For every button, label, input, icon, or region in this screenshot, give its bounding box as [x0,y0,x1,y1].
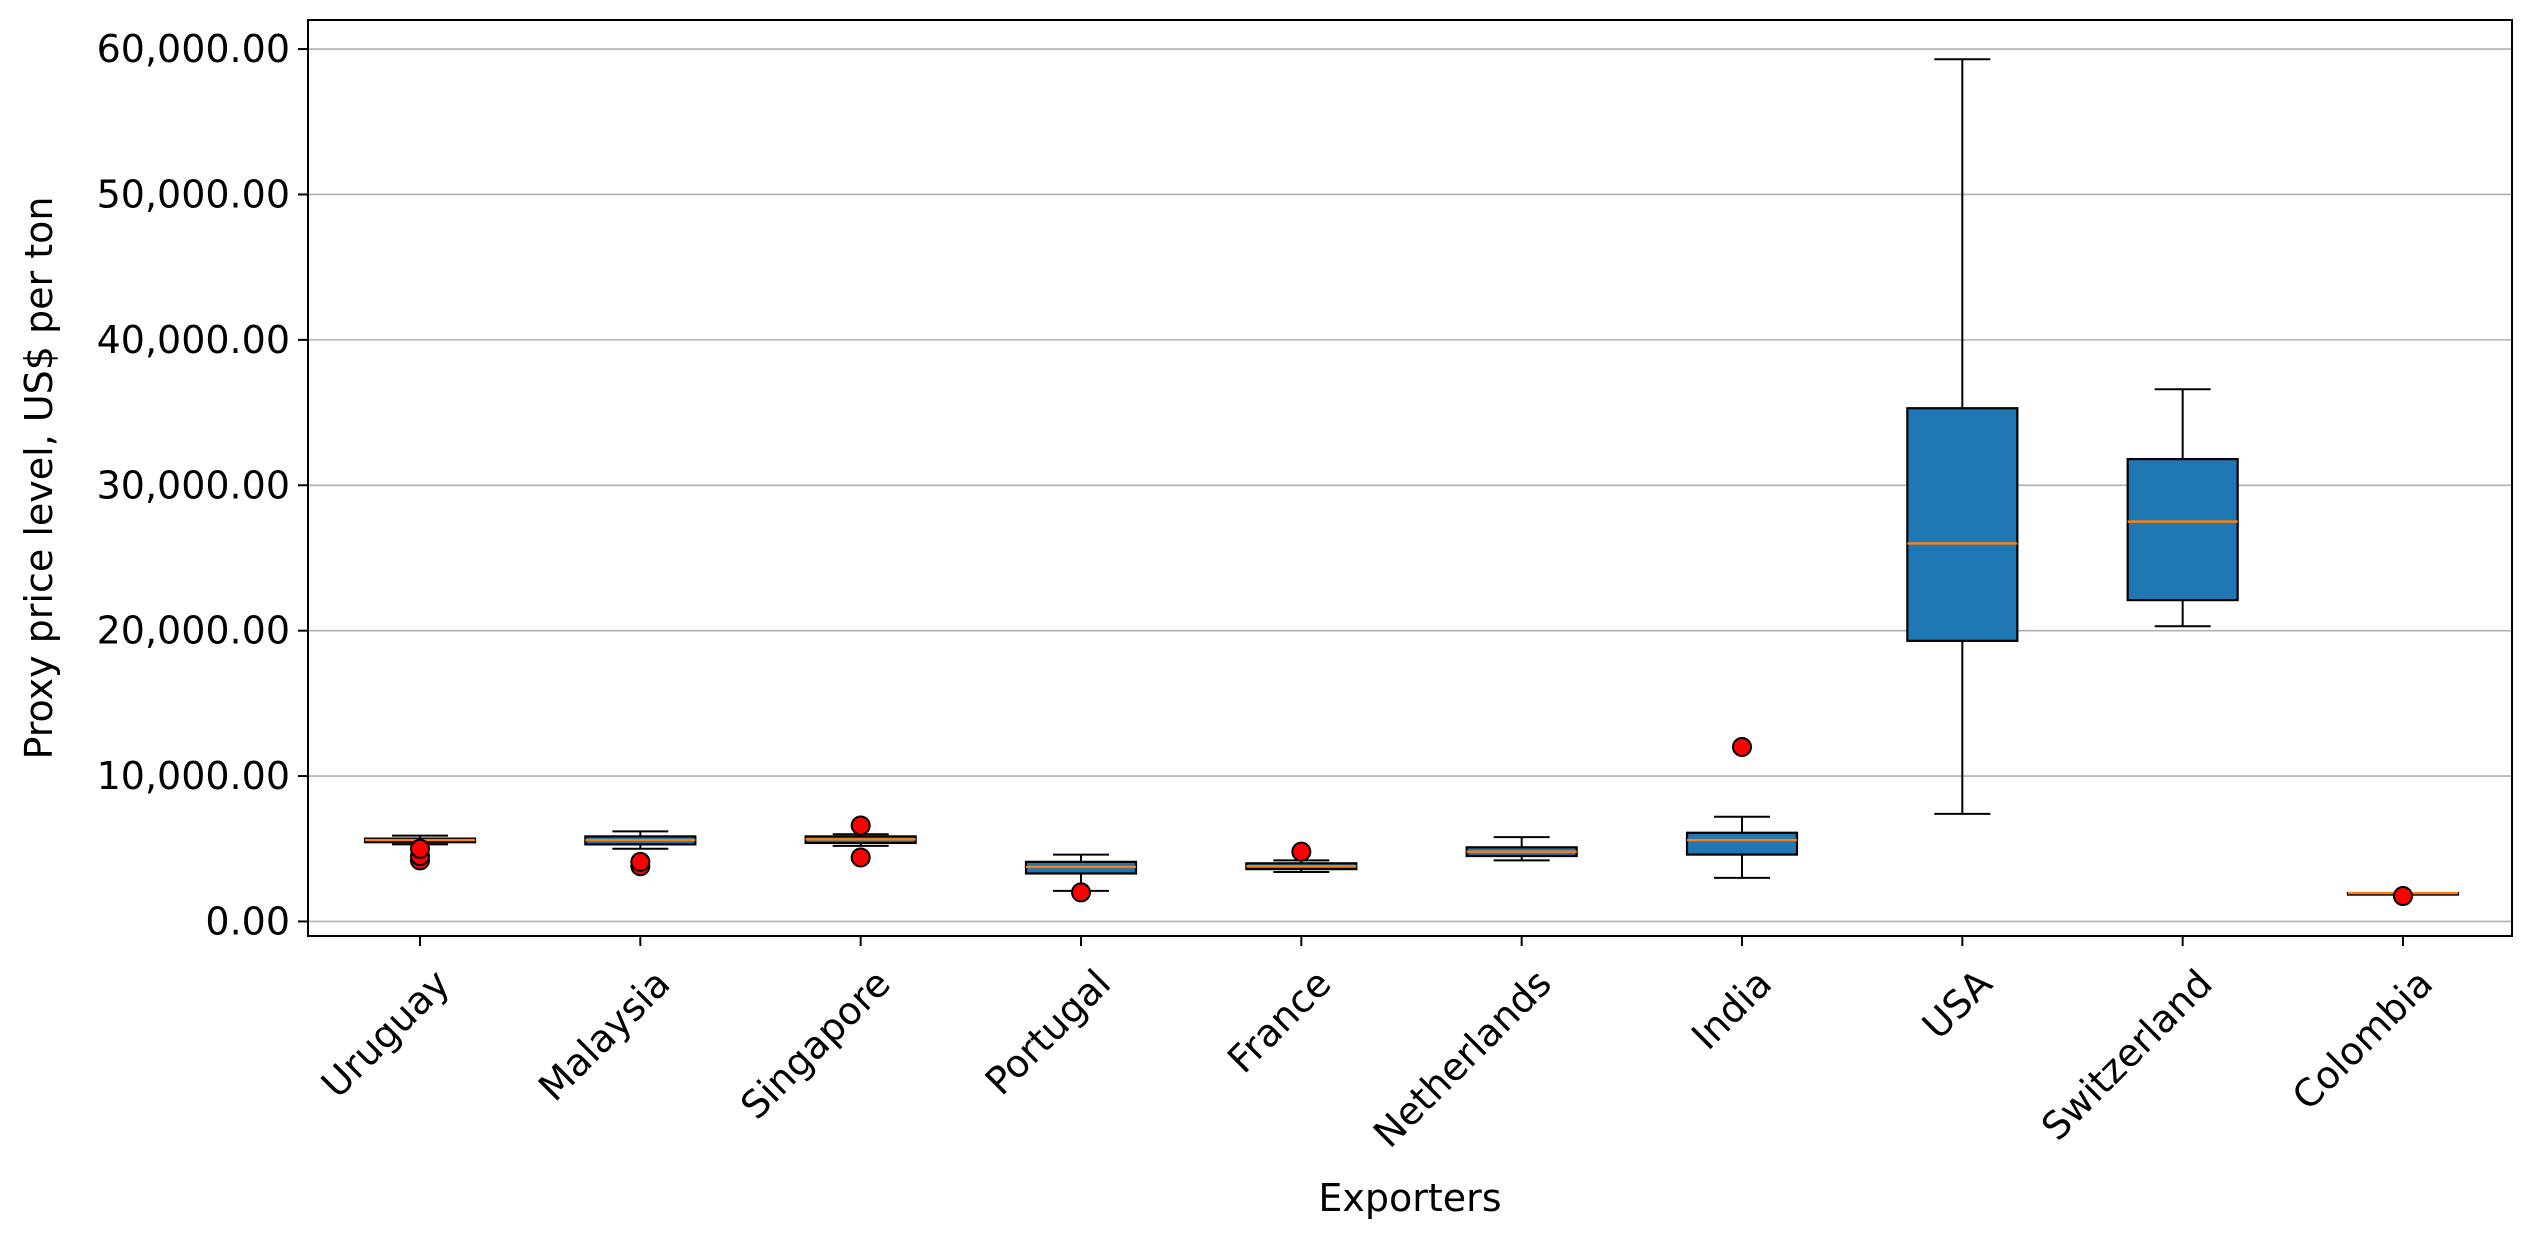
x-tick-label-portugal: Portugal [977,961,1119,1103]
box-usa [1906,58,2019,815]
box-netherlands [1465,836,1578,862]
outlier-point [850,815,871,836]
outlier-point [630,851,651,872]
box-body [2126,457,2239,602]
x-axis-label: Exporters [1318,1176,1501,1220]
box-malaysia [584,830,697,877]
x-tick-label-colombia: Colombia [2284,961,2441,1118]
box-france [1245,841,1358,874]
x-tick-label-netherlands: Netherlands [1365,961,1560,1156]
x-axis-ticks: Uruguay Malaysia Singapore Portugal France Ne… [313,936,2441,1156]
box-switzerland [2126,388,2239,628]
y-tick-label: 40,000.00 [97,318,290,362]
box-series [363,58,2460,907]
y-tick-label: 20,000.00 [97,609,290,653]
plot-area-frame [307,19,2513,937]
y-axis-ticks: 0.00 10,000.00 20,000.00 30,000.00 40,000.00… [97,27,308,943]
outlier-point [1732,736,1752,757]
y-axis-label: Proxy price level, US$ per ton [17,197,61,760]
outlier-point [1071,882,1091,903]
box-body [1685,831,1799,856]
x-tick-label-malaysia: Malaysia [530,961,679,1110]
x-tick-label-india: India [1683,961,1780,1058]
box-uruguay [363,834,477,871]
x-tick-label-uruguay: Uruguay [313,961,458,1106]
box-india [1685,736,1799,879]
y-tick-label: 30,000.00 [97,463,290,507]
y-tick-label: 10,000.00 [97,754,290,798]
outlier-point [2393,886,2413,907]
x-tick-label-usa: USA [1914,961,2001,1048]
x-tick-label-france: France [1219,961,1339,1081]
outlier-point [410,838,430,859]
x-tick-label-switzerland: Switzerland [2033,961,2221,1149]
box-singapore [804,815,917,868]
outlier-point [850,847,871,868]
box-colombia [2346,886,2460,907]
y-tick-label: 50,000.00 [97,172,290,216]
x-tick-label-singapore: Singapore [732,961,899,1128]
grid-lines [308,48,2512,923]
y-tick-label: 60,000.00 [97,27,290,71]
outlier-point [1291,841,1312,862]
box-body [1906,407,2019,642]
box-portugal [1024,853,1138,903]
y-tick-label: 0.00 [205,899,290,943]
